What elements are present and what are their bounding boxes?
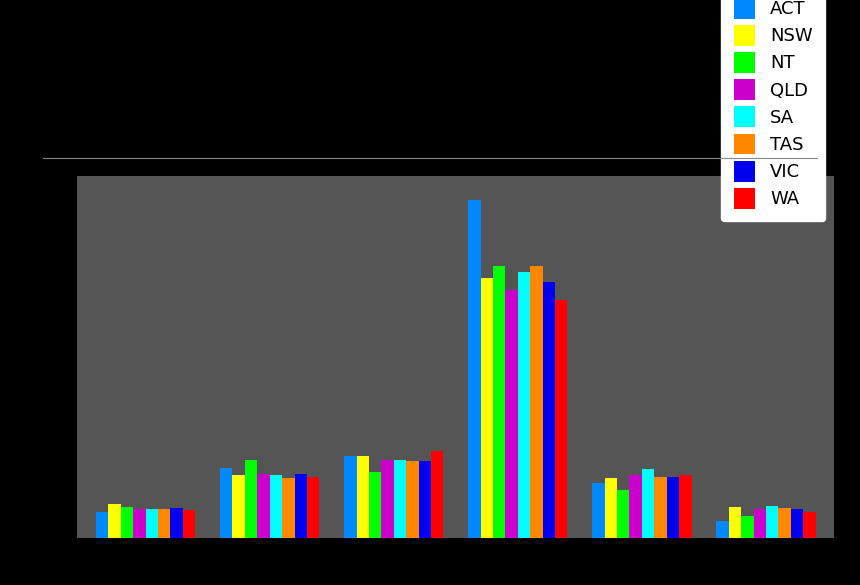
Bar	[307, 477, 319, 538]
Bar	[766, 505, 778, 538]
Bar	[406, 461, 419, 538]
Bar	[617, 490, 630, 538]
Bar	[741, 517, 753, 538]
Bar	[642, 469, 654, 538]
Bar	[468, 199, 481, 538]
Bar	[294, 474, 307, 538]
Bar	[419, 461, 431, 538]
Bar	[630, 476, 642, 538]
Bar	[245, 460, 257, 538]
Bar	[803, 512, 815, 538]
Bar	[716, 521, 728, 538]
Bar	[753, 509, 766, 538]
Bar	[728, 507, 741, 538]
Bar	[394, 460, 406, 538]
Legend: ACT, NSW, NT, QLD, SA, TAS, VIC, WA: ACT, NSW, NT, QLD, SA, TAS, VIC, WA	[722, 0, 826, 221]
Bar	[369, 472, 381, 538]
Bar	[183, 510, 195, 538]
Bar	[282, 478, 294, 538]
Bar	[679, 476, 691, 538]
Bar	[778, 508, 791, 538]
Bar	[791, 509, 803, 538]
Bar	[493, 266, 506, 538]
Bar	[506, 290, 518, 538]
Bar	[666, 477, 679, 538]
Bar	[145, 509, 158, 538]
Bar	[431, 451, 444, 538]
Bar	[220, 468, 232, 538]
Bar	[257, 474, 270, 538]
Bar	[605, 478, 617, 538]
Bar	[96, 512, 108, 538]
Bar	[232, 476, 245, 538]
Bar	[543, 282, 555, 538]
Bar	[270, 476, 282, 538]
Bar	[158, 509, 170, 538]
Bar	[344, 456, 357, 538]
Bar	[531, 266, 543, 538]
Bar	[518, 272, 531, 538]
Bar	[108, 504, 120, 538]
Bar	[170, 508, 183, 538]
Bar	[481, 278, 493, 538]
Bar	[555, 300, 568, 538]
Bar	[654, 477, 666, 538]
Bar	[120, 507, 133, 538]
Bar	[133, 509, 145, 538]
Bar	[593, 483, 605, 538]
Bar	[381, 460, 394, 538]
Bar	[357, 456, 369, 538]
